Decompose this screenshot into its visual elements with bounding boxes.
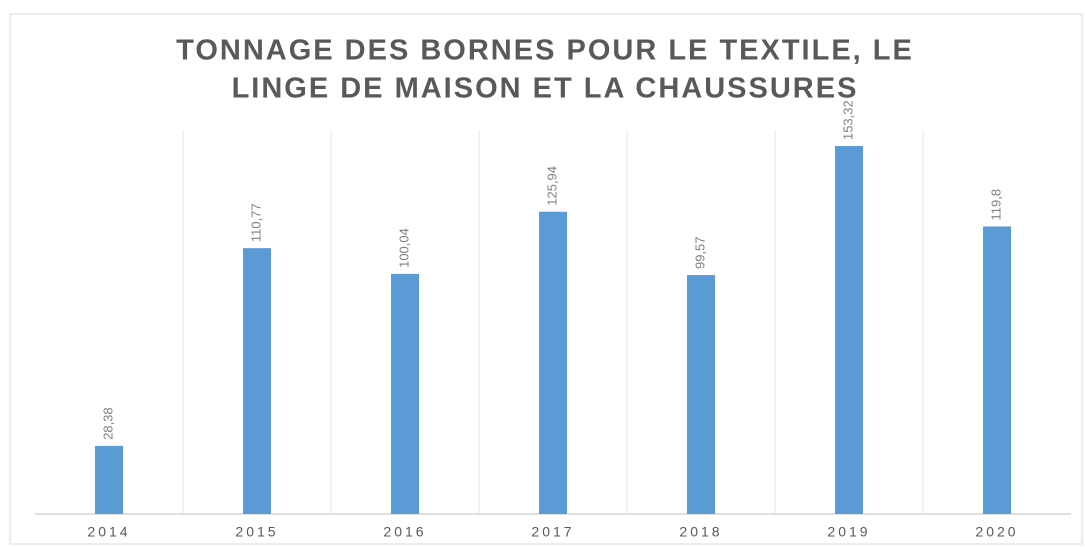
bar <box>983 226 1011 515</box>
x-tick-label: 2019 <box>827 524 870 540</box>
bar <box>539 211 567 514</box>
data-label: 110,77 <box>248 203 263 242</box>
data-label: 119,8 <box>988 189 1003 221</box>
x-tick-label: 2016 <box>383 524 426 540</box>
bar <box>687 275 715 514</box>
bar <box>243 248 271 515</box>
x-tick-label: 2017 <box>531 524 574 540</box>
chart-title: TONNAGE DES BORNES POUR LE TEXTILE, LE <box>176 35 914 67</box>
data-label: 153,32 <box>840 100 855 140</box>
chart-title: LINGE DE MAISON ET LA CHAUSSURES <box>232 73 859 105</box>
data-label: 125,94 <box>544 166 559 206</box>
x-tick-label: 2020 <box>975 524 1018 540</box>
x-tick-label: 2014 <box>87 524 130 540</box>
bar <box>835 146 863 515</box>
data-label: 100,04 <box>396 228 411 268</box>
x-tick-label: 2015 <box>235 524 278 540</box>
data-label: 99,57 <box>692 236 707 269</box>
data-label: 28,38 <box>100 407 115 440</box>
x-tick-label: 2018 <box>679 524 722 540</box>
bar <box>95 445 123 514</box>
bar <box>391 273 419 514</box>
